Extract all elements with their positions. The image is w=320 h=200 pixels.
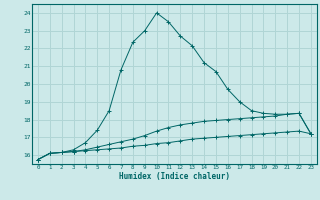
X-axis label: Humidex (Indice chaleur): Humidex (Indice chaleur) <box>119 172 230 181</box>
